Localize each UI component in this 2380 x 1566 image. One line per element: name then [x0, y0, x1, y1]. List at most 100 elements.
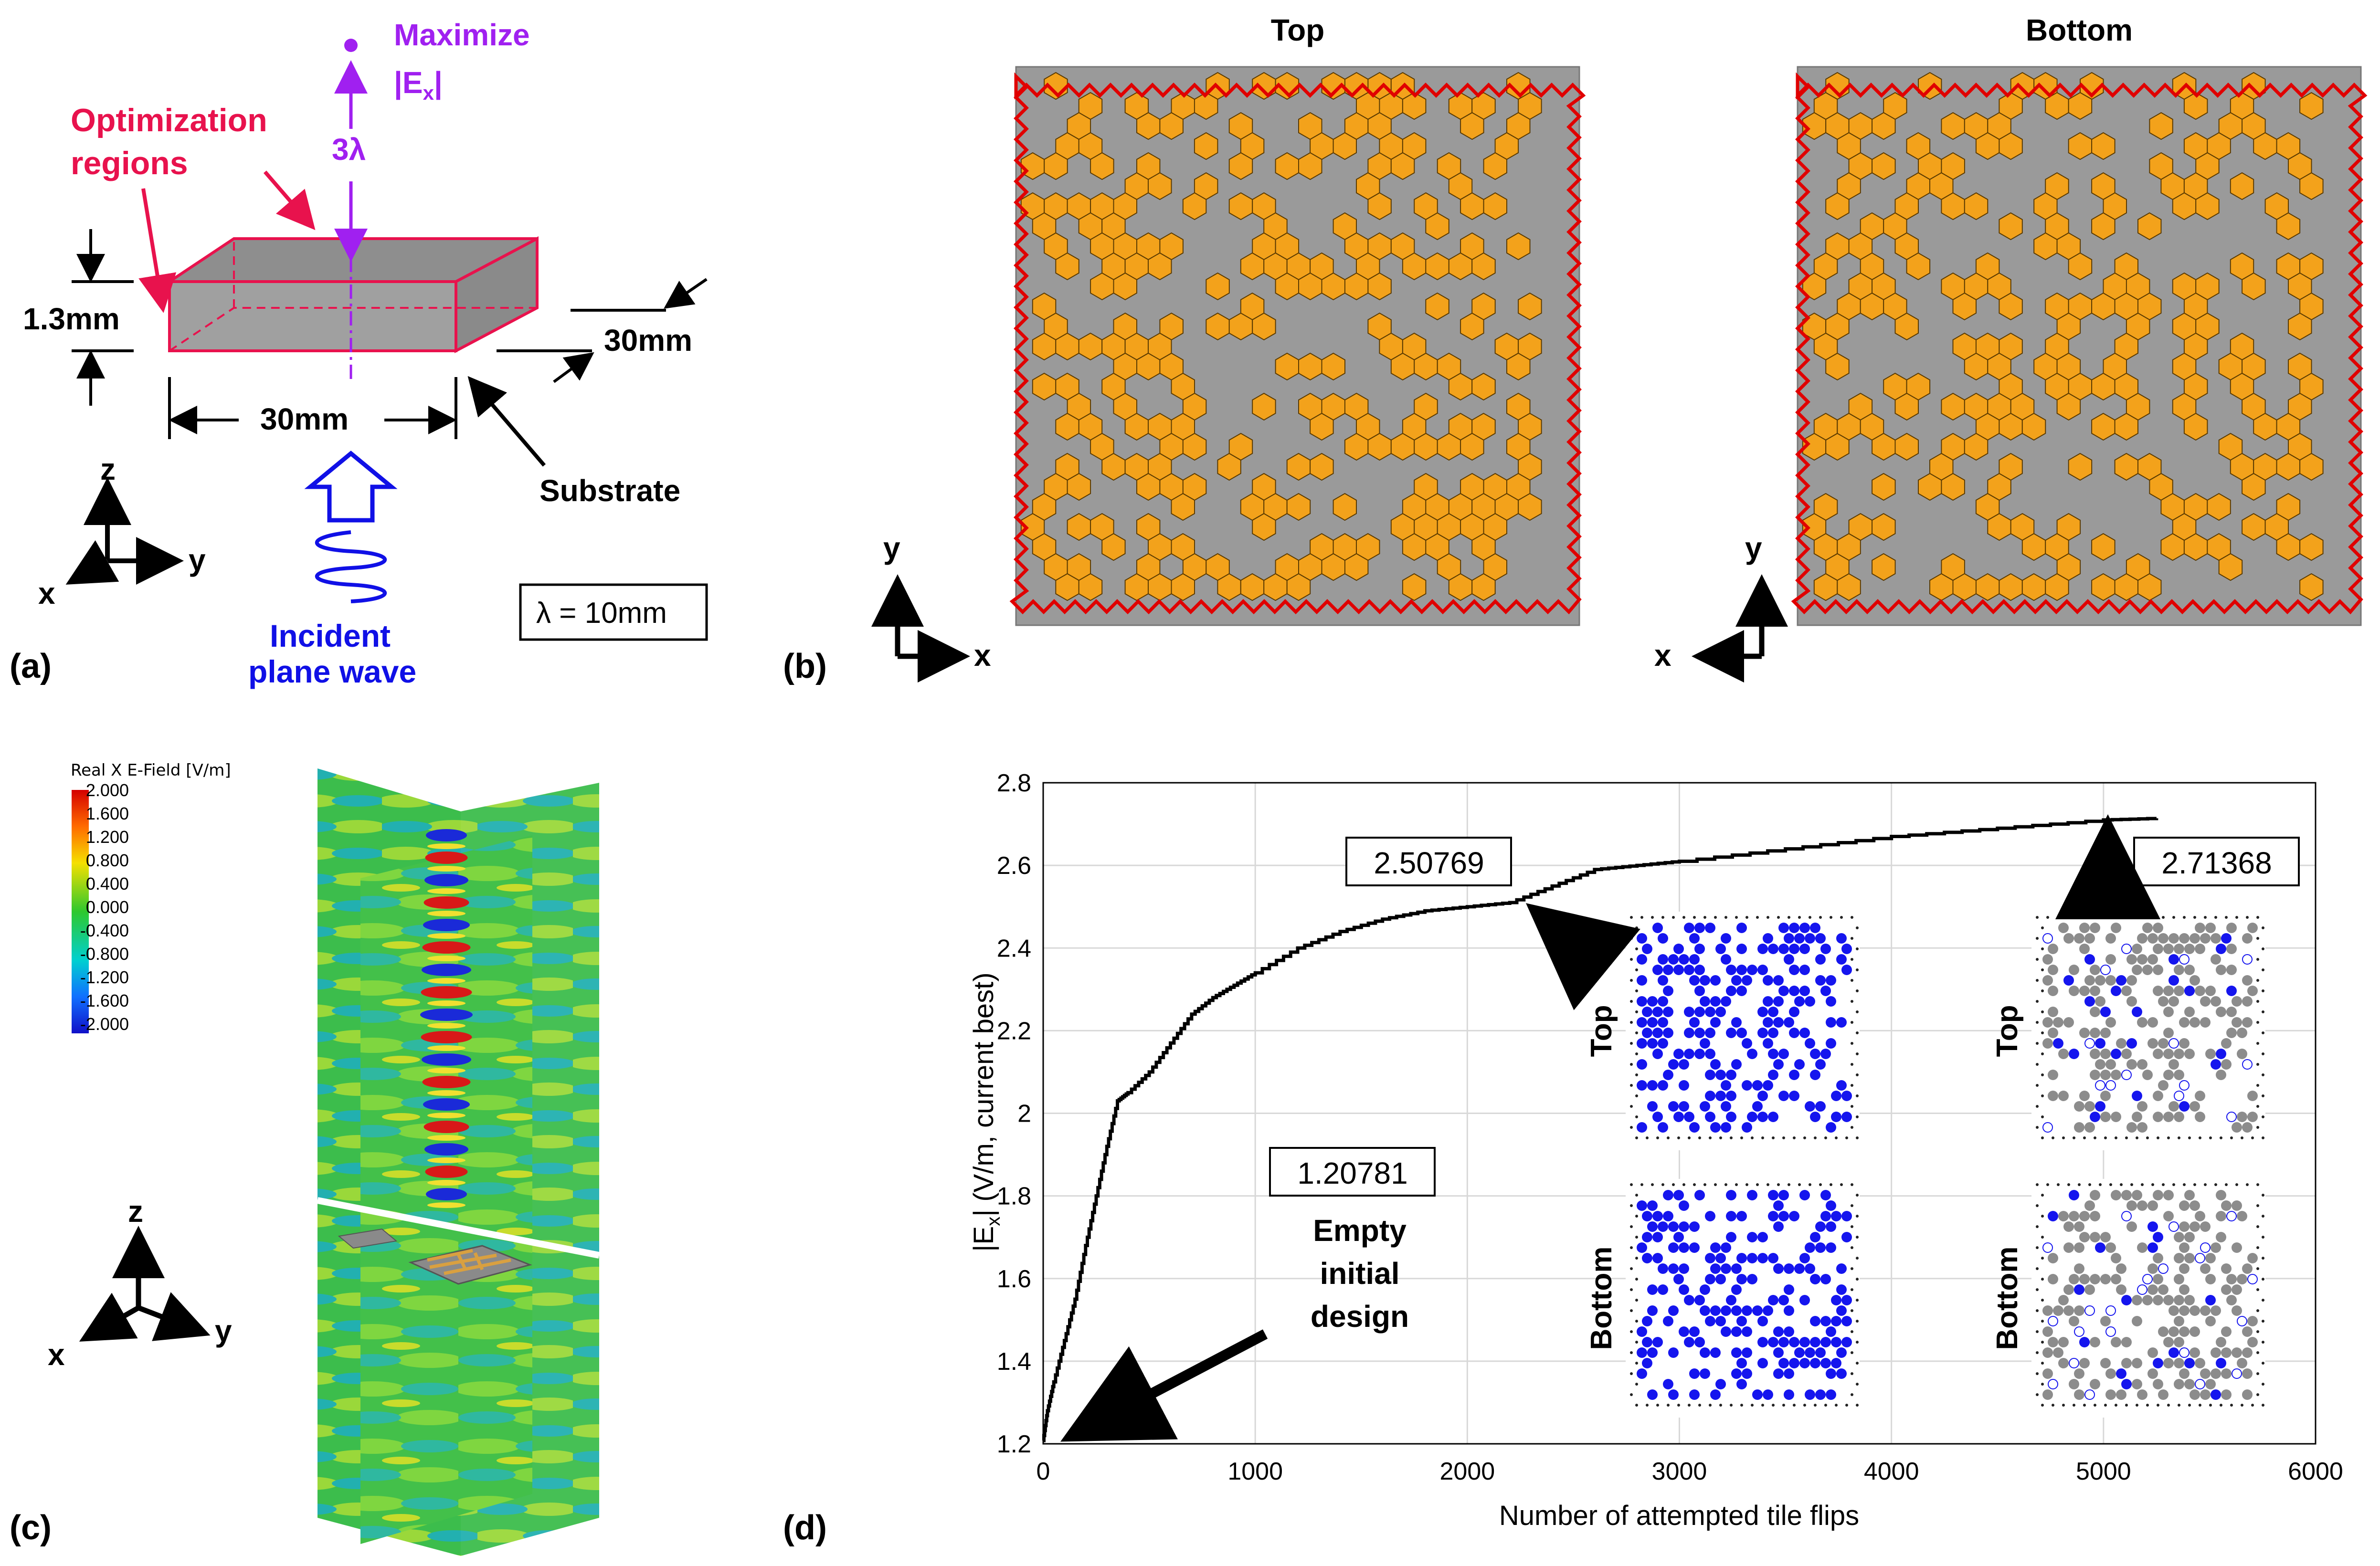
- inset-tile-dot: [1841, 965, 1852, 975]
- inset-tile-dot: [2116, 1389, 2126, 1400]
- colorbar: [72, 790, 89, 1033]
- ann-initial-value: 1.20781: [1297, 1156, 1407, 1190]
- c-axis-y: [138, 1292, 211, 1341]
- inset-tile-dot: [2053, 1347, 2063, 1358]
- inset-tile-dot: [1789, 1070, 1799, 1080]
- inset-edge-dot: [1693, 916, 1696, 919]
- inset-edge-dot: [1856, 1236, 1859, 1239]
- inset-tile-dot: [2116, 1368, 2126, 1379]
- metal-tile: [2149, 112, 2173, 140]
- inset-tile-dot: [2090, 1232, 2100, 1242]
- inset-tile-dot: [2221, 1200, 2232, 1211]
- inset-tile-dot: [1826, 1368, 1836, 1379]
- inset-tile-dot: [2168, 954, 2179, 965]
- inset-edge-dot: [1856, 1404, 1859, 1407]
- inset-tile-dot: [1773, 1221, 1784, 1232]
- inset-edge-dot: [1845, 1404, 1848, 1407]
- inset-tile-dot: [2079, 1232, 2090, 1242]
- inset-tile-dot: [2247, 986, 2258, 996]
- inset-tile-dot: [2116, 1263, 2126, 1274]
- inset-edge-dot: [1856, 1278, 1859, 1281]
- inset-edge-dot: [1851, 916, 1853, 919]
- inset-tile-dot: [1658, 1038, 1668, 1049]
- inset-tile-dot: [2153, 986, 2163, 996]
- metal-tile: [1298, 152, 1322, 180]
- inset-edge-dot: [1635, 1257, 1638, 1260]
- inset-tile-dot: [1721, 1263, 1731, 1274]
- panel-d-label: (d): [783, 1509, 827, 1547]
- inset-tile-dot: [1841, 1112, 1852, 1122]
- inset-tile-dot: [2247, 1112, 2258, 1122]
- inset-tile-dot: [2105, 1059, 2116, 1070]
- inset-tile-dot: [1715, 944, 1726, 954]
- inset-tile-dot: [1826, 1221, 1836, 1232]
- inset-tile-dot: [1831, 1316, 1841, 1326]
- field-lobe: [422, 941, 471, 954]
- inset-tile-dot: [2132, 1358, 2142, 1368]
- inset-edge-dot: [2036, 1351, 2039, 1354]
- inset-tile-dot: [1778, 1358, 1789, 1368]
- inset-tile-dot: [1673, 944, 1684, 954]
- inset-tile-dot: [2111, 986, 2121, 996]
- inset-edge-dot: [1651, 916, 1654, 919]
- inset-tile-dot: [2048, 1070, 2058, 1080]
- inset-edge-dot: [1740, 1404, 1743, 1407]
- metal-tile: [1310, 452, 1334, 481]
- inset-tile-dot: [1799, 986, 1810, 996]
- inset-tile-dot: [2232, 1347, 2242, 1358]
- inset-tile-dot: [1794, 1263, 1805, 1274]
- inset-tile-dot: [2211, 1368, 2221, 1379]
- inset-tile-dot: [2074, 1101, 2084, 1112]
- inset-edge-dot: [1640, 1183, 1643, 1186]
- ann-initial-text-1: Empty: [1313, 1213, 1407, 1248]
- inset-tile-dot: [2048, 986, 2058, 996]
- field-lobe-edge: [427, 1000, 465, 1006]
- inset-tile-dot: [1694, 944, 1705, 954]
- inset-tile-dot: [2163, 1049, 2174, 1059]
- inset-tile-dot: [1663, 1007, 1673, 1017]
- inset-tile-dot: [2079, 923, 2090, 933]
- inset-tile-dot: [1810, 1274, 1820, 1284]
- inset-tile-dot: [1652, 965, 1663, 975]
- inset-edge-dot: [1851, 1267, 1853, 1270]
- inset-tile-dot: [1810, 1337, 1820, 1347]
- axis-y-label: y: [189, 543, 206, 577]
- substrate-label: Substrate: [539, 473, 680, 508]
- inset-tile-dot: [2053, 1038, 2063, 1049]
- inset-tile-dot: [1763, 1038, 1773, 1049]
- inset-tile-dot: [1637, 1242, 1647, 1253]
- inset-tile-dot: [1679, 1101, 1689, 1112]
- inset-tile-dot: [2048, 1337, 2058, 1347]
- inset-tile-dot: [2095, 975, 2105, 986]
- inset-tile-dot: [1710, 996, 1721, 1007]
- inset-flip-dot: [2242, 1059, 2253, 1070]
- inset-edge-dot: [1709, 1136, 1712, 1139]
- inset-edge-dot: [1851, 1105, 1853, 1108]
- inset-edge-dot: [1856, 1257, 1859, 1260]
- colorbar-tick: 0.400: [86, 874, 129, 893]
- inset-tile-dot: [2147, 1221, 2158, 1232]
- inset-edge-dot: [1635, 1073, 1638, 1076]
- inset-tile-dot: [2121, 1190, 2132, 1200]
- inset-tile-dot: [2163, 944, 2174, 954]
- inset-tile-dot: [1747, 965, 1757, 975]
- metal-tile: [2242, 272, 2266, 301]
- inset-tile-dot: [1658, 1122, 1668, 1133]
- inset-edge-dot: [2057, 1183, 2060, 1186]
- inset-edge-dot: [2162, 1183, 2165, 1186]
- inset-tile-dot: [1820, 1274, 1831, 1284]
- inset-edge-dot: [1682, 916, 1685, 919]
- inset-tile-dot: [2237, 1049, 2247, 1059]
- inset-tile-dot: [1726, 986, 1736, 996]
- inset-tile-dot: [2147, 1017, 2158, 1028]
- metal-tile: [1506, 232, 1531, 261]
- panel-a: Maximize |Ex| 3λ Optimization regions 1.…: [10, 18, 708, 689]
- inset-tile-dot: [2111, 1274, 2121, 1284]
- inset-edge-dot: [2036, 1225, 2039, 1228]
- x-ticks: 0 1000 2000 3000 4000 5000 6000: [1037, 1458, 2343, 1485]
- inset-tile-dot: [2158, 933, 2168, 944]
- inset-tile-dot: [2074, 1221, 2084, 1232]
- inset-edge-dot: [1740, 1136, 1743, 1139]
- inset-tile-dot: [2147, 1368, 2158, 1379]
- inset-edge-dot: [1630, 1330, 1633, 1333]
